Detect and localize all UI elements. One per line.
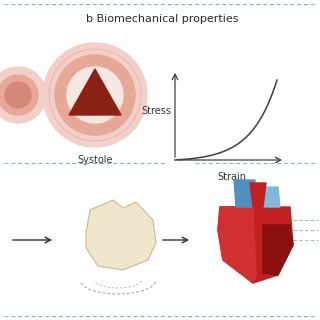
Polygon shape xyxy=(263,225,293,275)
Polygon shape xyxy=(218,207,293,283)
Circle shape xyxy=(43,43,147,147)
Text: Strain: Strain xyxy=(218,172,247,182)
Polygon shape xyxy=(86,200,156,270)
Text: b Biomechanical properties: b Biomechanical properties xyxy=(86,14,238,24)
Polygon shape xyxy=(234,180,255,207)
Circle shape xyxy=(55,55,135,135)
Polygon shape xyxy=(263,187,280,207)
Text: Systole: Systole xyxy=(77,155,113,165)
Polygon shape xyxy=(69,69,121,115)
Polygon shape xyxy=(218,207,256,283)
Circle shape xyxy=(5,82,31,108)
Text: Stress: Stress xyxy=(141,106,171,116)
Polygon shape xyxy=(250,183,266,207)
Circle shape xyxy=(0,67,46,123)
Circle shape xyxy=(0,75,38,115)
Circle shape xyxy=(67,67,123,123)
